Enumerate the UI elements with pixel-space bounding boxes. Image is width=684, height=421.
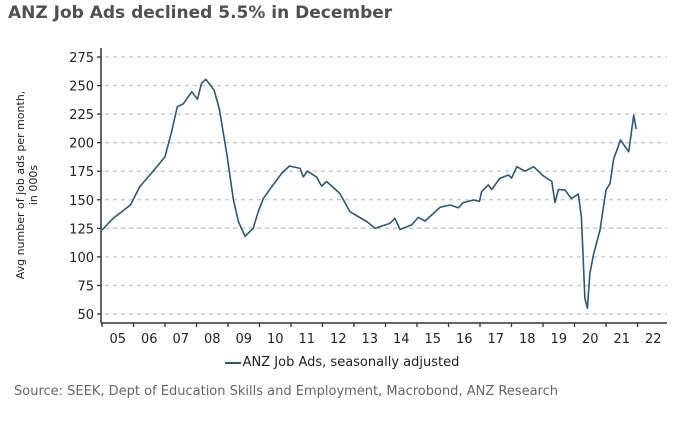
x-tick-label: 05 <box>109 332 126 347</box>
x-tick-label: 16 <box>456 332 473 347</box>
legend-swatch <box>224 361 241 364</box>
y-tick-label: 100 <box>69 251 94 266</box>
y-tick-label: 125 <box>69 222 94 237</box>
x-tick-label: 17 <box>487 332 504 347</box>
x-tick-label: 15 <box>424 332 441 347</box>
x-tick-label: 07 <box>172 332 189 347</box>
legend-label: ANZ Job Ads, seasonally adjusted <box>242 355 460 370</box>
y-tick-label: 250 <box>69 80 94 95</box>
x-tick-label: 10 <box>267 332 284 347</box>
chart-title: ANZ Job Ads declined 5.5% in December <box>8 3 393 23</box>
y-tick-label: 175 <box>69 165 94 180</box>
x-tick-label: 06 <box>141 332 158 347</box>
x-tick-label: 13 <box>361 332 378 347</box>
x-tick-label: 19 <box>550 332 567 347</box>
y-axis-label-line: Avg number of job ads per month, <box>14 91 27 280</box>
source-note: Source: SEEK, Dept of Education Skills a… <box>14 384 558 399</box>
x-tick-label: 21 <box>613 332 630 347</box>
y-tick-label: 275 <box>69 51 94 66</box>
y-axis-label-line: in 000s <box>27 165 40 206</box>
y-axis-label: Avg number of job ads per month,in 000s <box>14 91 40 280</box>
x-tick-label: 12 <box>330 332 347 347</box>
y-tick-label: 225 <box>69 108 94 123</box>
x-tick-label: 20 <box>582 332 599 347</box>
series-line <box>101 78 637 310</box>
x-tick-label: 08 <box>204 332 221 347</box>
x-tick-label: 09 <box>235 332 252 347</box>
y-tick-label: 150 <box>69 194 94 209</box>
x-tick-label: 18 <box>519 332 536 347</box>
x-tick-label: 14 <box>393 332 410 347</box>
y-tick-label: 200 <box>69 137 94 152</box>
x-tick-label: 11 <box>298 332 315 347</box>
y-tick-label: 50 <box>77 308 94 323</box>
legend: ANZ Job Ads, seasonally adjusted <box>0 355 684 370</box>
x-tick-label: 22 <box>645 332 662 347</box>
y-tick-label: 75 <box>77 279 94 294</box>
